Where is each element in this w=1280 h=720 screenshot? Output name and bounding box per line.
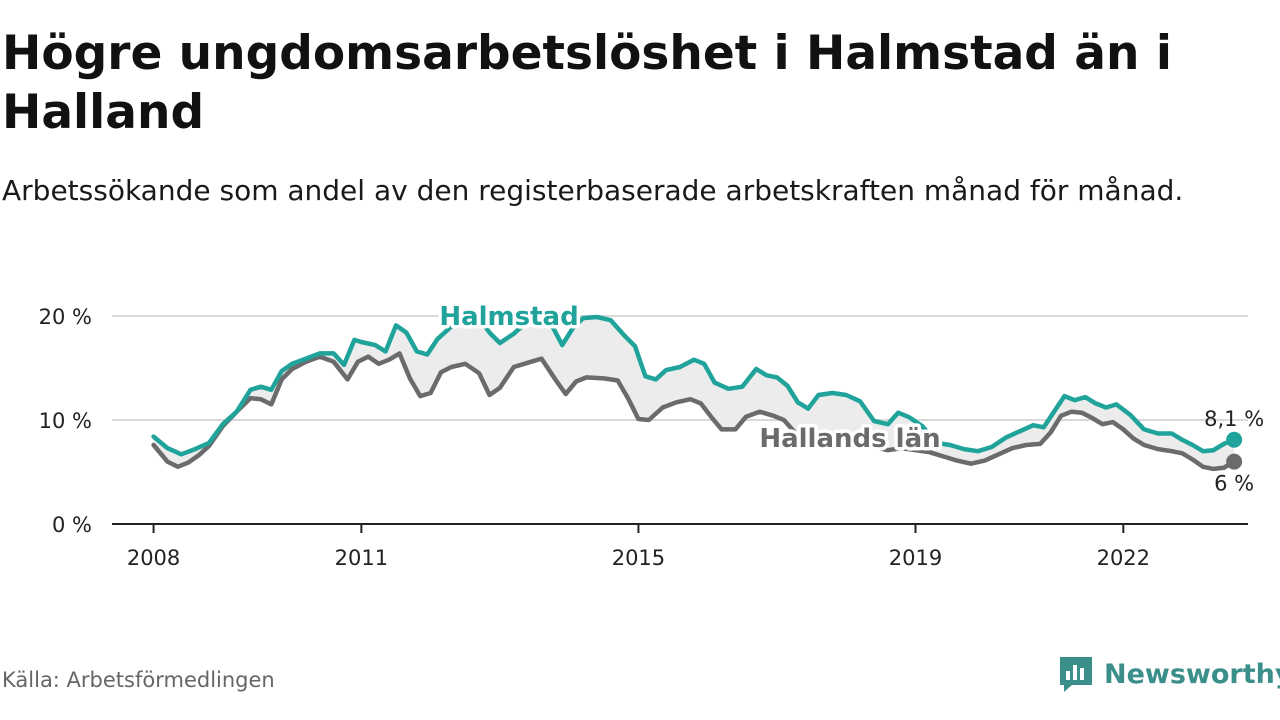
newsworthy-logo: Newsworthy: [1058, 655, 1280, 693]
newsworthy-logo-icon: [1060, 657, 1092, 692]
halmstad-series-label: Halmstad: [439, 302, 578, 332]
x-tick-label: 2022: [1097, 546, 1150, 570]
label-layer: 0 % 10 % 20 % 2008 2011 2015 2019 2022 8,1 % 6 % H…: [39, 299, 1265, 571]
chart-title: Högre ungdomsarbetslöshet i Halmstad än …: [2, 26, 1172, 140]
x-tick-label: 2008: [127, 546, 180, 570]
hallands-lan-line: [151, 351, 1237, 472]
source-note: Källa: Arbetsförmedlingen: [2, 668, 275, 692]
hallands-lan-end-point: [1226, 453, 1243, 470]
halmstad-end-value: 8,1 %: [1204, 407, 1264, 431]
hallands-lan-end-value: 6 %: [1214, 472, 1254, 496]
y-tick-label: 10 %: [39, 409, 92, 433]
halmstad-line: [151, 314, 1237, 457]
hallands-lan-series-label: Hallands län: [759, 424, 940, 454]
y-tick-label: 0 %: [52, 513, 92, 537]
difference-band: [153, 317, 1235, 469]
grid-layer: [112, 315, 1248, 533]
x-tick-label: 2019: [889, 546, 942, 570]
x-tick-label: 2011: [335, 546, 388, 570]
brand-name: Newsworthy: [1104, 658, 1280, 690]
halmstad-end-point: [1226, 431, 1243, 448]
y-tick-label: 20 %: [39, 305, 92, 329]
x-tick-label: 2015: [612, 546, 665, 570]
chart-subtitle: Arbetssökande som andel av den registerb…: [2, 174, 1184, 207]
difference-band-layer: [153, 317, 1235, 469]
series-line-layer: [151, 314, 1243, 472]
